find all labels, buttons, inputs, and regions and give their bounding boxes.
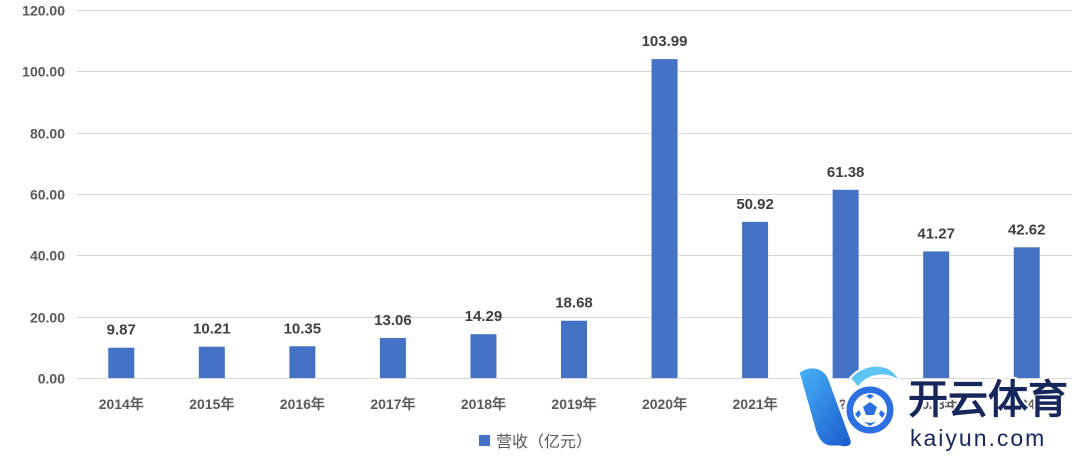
- watermark-url: kaiyun.com: [910, 425, 1046, 451]
- y-tick-label: 20.00: [30, 310, 65, 326]
- x-tick-label: 2016年: [280, 396, 325, 412]
- x-tick-label: 2017年: [370, 396, 415, 412]
- bars: [108, 59, 1040, 379]
- x-tick-label: 2019年: [551, 396, 596, 412]
- watermark: 开云体育 kaiyun.com: [796, 364, 1070, 453]
- data-label: 14.29: [465, 308, 503, 325]
- data-label: 10.35: [284, 320, 322, 337]
- watermark-brand-name: 开云体育: [908, 378, 1068, 422]
- bar: [923, 251, 950, 378]
- legend-swatch: [479, 435, 490, 446]
- bar: [651, 59, 678, 379]
- y-axis-labels: 0.00 20.00 40.00 60.00 80.00 100.00 120.00: [22, 3, 65, 387]
- legend: 营收（亿元）: [479, 433, 592, 451]
- data-label: 42.62: [1008, 221, 1046, 238]
- data-label: 103.99: [642, 33, 688, 50]
- bar: [832, 189, 859, 378]
- y-tick-label: 0.00: [38, 371, 65, 387]
- data-label: 41.27: [917, 225, 955, 242]
- kaiyun-logo-icon: [796, 364, 902, 450]
- bar: [198, 346, 225, 378]
- x-tick-label: 2018年: [461, 396, 506, 412]
- bar: [289, 346, 316, 378]
- x-tick-label: 2023年: [914, 396, 959, 412]
- x-tick-label: 2020年: [642, 396, 687, 412]
- bar: [742, 221, 769, 378]
- x-tick-label: 2015年: [189, 396, 234, 412]
- y-tick-label: 100.00: [22, 64, 65, 80]
- bar: [1013, 247, 1040, 378]
- x-axis-labels: 2014年 2015年 2016年 2017年 2018年 2019年 2020年 2021年…: [99, 396, 1050, 412]
- bar: [561, 320, 587, 378]
- data-label: 10.21: [193, 321, 231, 338]
- data-label: 50.92: [736, 196, 774, 213]
- data-label: 13.06: [374, 312, 412, 329]
- y-tick-label: 60.00: [30, 187, 65, 203]
- data-label: 9.87: [107, 322, 136, 339]
- bar: [108, 347, 135, 378]
- data-label: 18.68: [555, 295, 593, 312]
- legend-label: 营收（亿元）: [496, 433, 592, 451]
- y-tick-label: 120.00: [22, 3, 65, 19]
- data-label: 61.38: [827, 164, 865, 181]
- gridlines: [76, 10, 1072, 379]
- y-tick-label: 40.00: [30, 248, 65, 264]
- bar: [379, 337, 406, 378]
- x-tick-label: 2014年: [99, 396, 144, 412]
- bar: [470, 334, 497, 378]
- x-tick-label: 2024年: [1004, 396, 1049, 412]
- x-tick-label: 2021年: [733, 396, 778, 412]
- y-tick-label: 80.00: [30, 126, 65, 142]
- data-labels: 9.87 10.21 10.35 13.06 14.29 18.68 103.99 50.92…: [107, 33, 1046, 339]
